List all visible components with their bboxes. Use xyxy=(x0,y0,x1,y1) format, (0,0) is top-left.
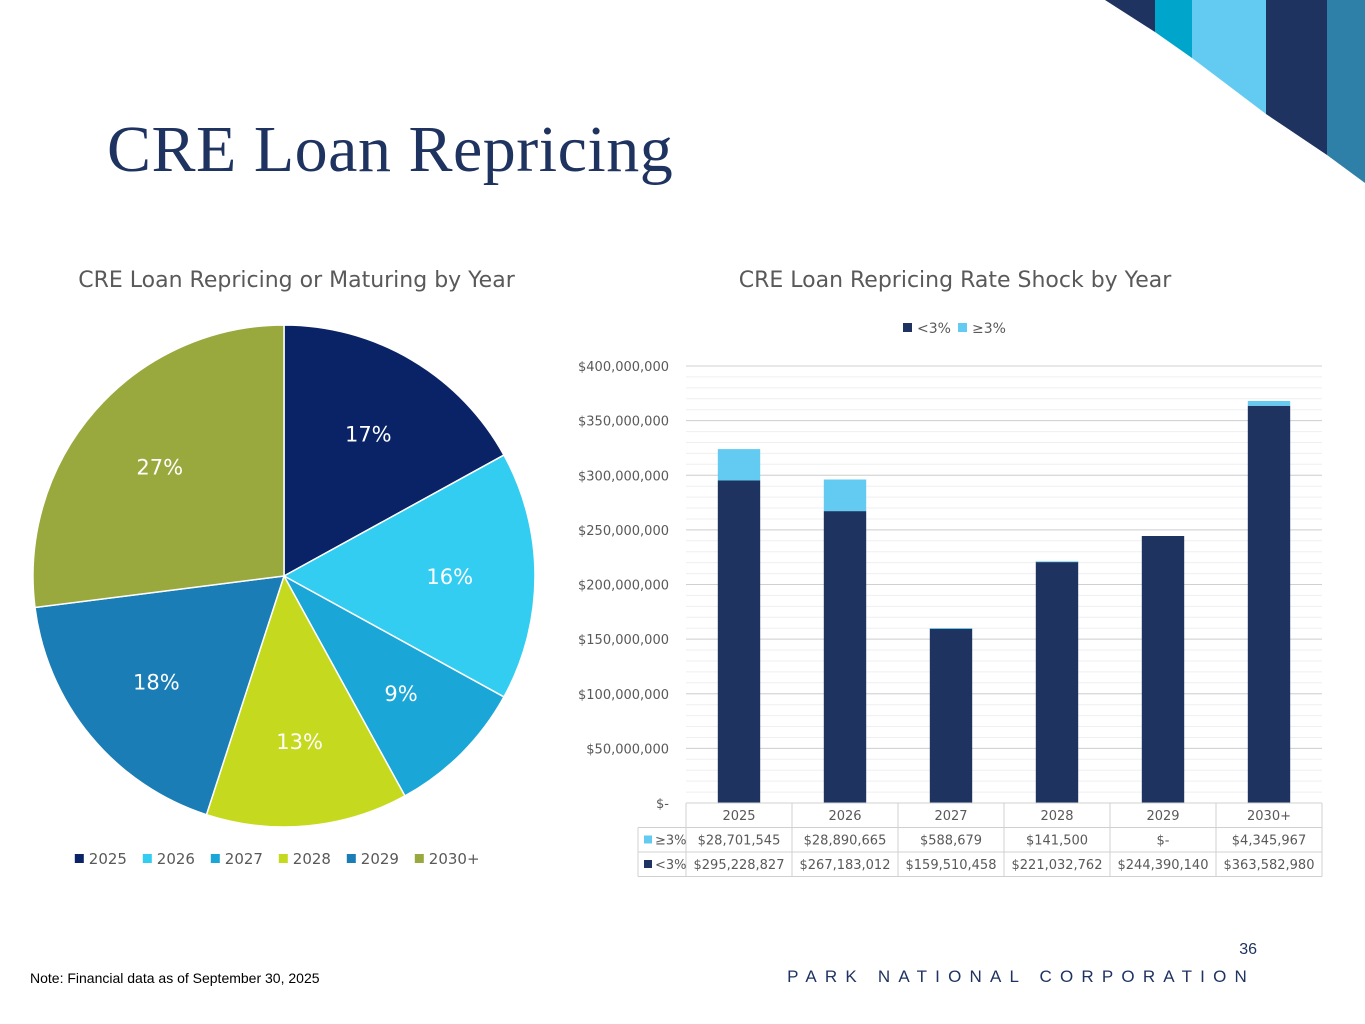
table-legend-key-0 xyxy=(644,860,652,868)
pie-legend-swatch-2027 xyxy=(210,854,220,863)
pie-legend-label-2030+: 2030+ xyxy=(429,850,480,868)
bar-segment-2026-series-0 xyxy=(823,511,867,803)
y-tick-label: $50,000,000 xyxy=(586,742,669,757)
x-tick-label: 2026 xyxy=(828,809,861,824)
footnote: Note: Financial data as of September 30,… xyxy=(30,970,320,986)
pie-legend-swatch-2026 xyxy=(142,854,152,863)
pie-label-2029: 18% xyxy=(133,671,180,695)
x-tick-label: 2028 xyxy=(1040,809,1073,824)
pie-chart: 17% 16% 9% 13% 18% 27% 2025 2026 2027 2028 2029 203… xyxy=(32,324,536,868)
bar-segment-2028-series-0 xyxy=(1035,561,1079,803)
table-cell-2028-1: $141,500 xyxy=(1026,834,1088,849)
table-cell-2025-0: $295,228,827 xyxy=(694,858,785,873)
table-row-label-0: <3% xyxy=(655,858,687,873)
bar-legend-swatch-0 xyxy=(903,323,912,332)
pie-legend-label-2029: 2029 xyxy=(361,850,399,868)
y-tick-label: $300,000,000 xyxy=(578,469,669,484)
bar-chart: $- $50,000,000 $100,000,000 $150,000,000 $20… xyxy=(578,321,1323,877)
bar-legend-swatch-1 xyxy=(958,323,967,332)
y-tick-label: $400,000,000 xyxy=(578,360,669,375)
y-tick-label: $350,000,000 xyxy=(578,415,669,430)
pie-slice-2025 xyxy=(283,324,505,578)
y-tick-label: $200,000,000 xyxy=(578,579,669,594)
table-cell-2027-0: $159,510,458 xyxy=(906,858,997,873)
pie-slice-2026 xyxy=(282,454,536,698)
bar-segment-2025-series-1 xyxy=(717,449,761,481)
bar-segment-2025-series-0 xyxy=(717,480,761,803)
x-tick-label: 2025 xyxy=(722,809,755,824)
bar-segment-2029-series-0 xyxy=(1141,536,1185,803)
pie-legend-swatch-2030+ xyxy=(414,854,424,863)
corner-stripe-dark-navy xyxy=(1266,0,1327,155)
pie-chart-title: CRE Loan Repricing or Maturing by Year xyxy=(78,268,515,293)
corner-stripe-navy xyxy=(1105,0,1155,32)
bar-segment-2028-series-1 xyxy=(1035,561,1079,563)
company-name: PARK NATIONAL CORPORATION xyxy=(787,967,1255,986)
bar-segment-2030+-series-0 xyxy=(1247,405,1291,803)
pie-legend-label-2028: 2028 xyxy=(293,850,331,868)
x-tick-label: 2029 xyxy=(1146,809,1179,824)
pie-legend-swatch-2029 xyxy=(346,854,356,863)
page-number: 36 xyxy=(1239,941,1257,958)
pie-slice-2027 xyxy=(282,574,505,797)
pie-label-2027: 9% xyxy=(384,682,417,706)
corner-stripe-cyan xyxy=(1155,0,1192,58)
table-cell-2025-1: $28,701,545 xyxy=(698,834,781,849)
pie-legend-label-2027: 2027 xyxy=(225,850,263,868)
bar-chart-title: CRE Loan Repricing Rate Shock by Year xyxy=(738,268,1172,293)
slide-title: CRE Loan Repricing xyxy=(107,113,674,186)
table-cell-2029-0: $244,390,140 xyxy=(1118,858,1209,873)
bar-segment-2026-series-1 xyxy=(823,479,867,512)
table-legend-key-1 xyxy=(644,835,652,844)
pie-slice-2028 xyxy=(205,574,406,828)
y-tick-label: $250,000,000 xyxy=(578,524,669,539)
bar-segment-2027-series-0 xyxy=(929,628,973,803)
table-cell-2027-1: $588,679 xyxy=(920,834,982,849)
bar-segment-2030+-series-1 xyxy=(1247,401,1291,406)
bar-legend-label-1: ≥3% xyxy=(972,321,1006,337)
pie-slice-2029 xyxy=(34,575,286,816)
table-cell-2030+-0: $363,582,980 xyxy=(1224,858,1315,873)
pie-legend-swatch-2025 xyxy=(74,854,84,863)
table-cell-2026-1: $28,890,665 xyxy=(804,834,887,849)
bar-legend-label-0: <3% xyxy=(917,321,951,337)
y-tick-label: $150,000,000 xyxy=(578,633,669,648)
y-tick-label: $- xyxy=(656,797,669,812)
table-row-label-1: ≥3% xyxy=(655,834,687,849)
table-cell-2028-0: $221,032,762 xyxy=(1012,858,1103,873)
y-tick-label: $100,000,000 xyxy=(578,688,669,703)
corner-stripe-teal xyxy=(1327,0,1365,183)
pie-legend-label-2025: 2025 xyxy=(89,850,127,868)
bar-segment-2027-series-1 xyxy=(929,628,973,629)
pie-legend-label-2026: 2026 xyxy=(157,850,195,868)
pie-label-2028: 13% xyxy=(276,730,323,754)
table-cell-2030+-1: $4,345,967 xyxy=(1232,834,1306,849)
pie-label-2025: 17% xyxy=(345,422,392,446)
pie-slice-2030+ xyxy=(32,324,285,609)
table-cell-2029-1: $- xyxy=(1157,834,1170,849)
x-tick-label: 2030+ xyxy=(1247,809,1291,824)
x-tick-label: 2027 xyxy=(934,809,967,824)
pie-label-2026: 16% xyxy=(426,565,473,589)
corner-decoration xyxy=(1105,0,1365,183)
pie-legend-swatch-2028 xyxy=(278,854,288,863)
pie-label-2030+: 27% xyxy=(136,455,183,479)
table-cell-2026-0: $267,183,012 xyxy=(800,858,891,873)
corner-stripe-light-blue xyxy=(1192,0,1266,114)
